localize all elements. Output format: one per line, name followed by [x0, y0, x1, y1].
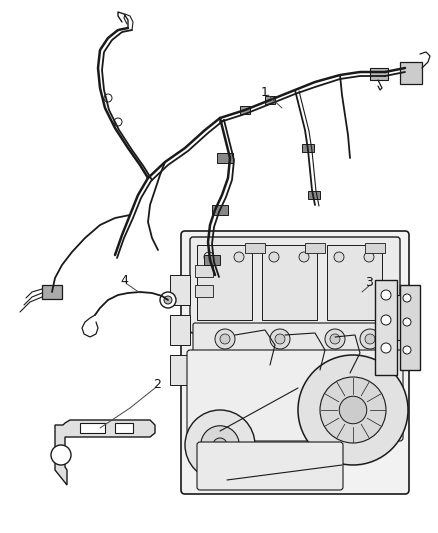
Circle shape: [270, 329, 290, 349]
FancyBboxPatch shape: [190, 237, 400, 333]
Bar: [265, 96, 275, 104]
Bar: [370, 68, 388, 80]
Circle shape: [164, 296, 172, 304]
Circle shape: [234, 252, 244, 262]
Bar: [375, 280, 397, 375]
Bar: [305, 243, 325, 253]
Bar: [197, 245, 252, 320]
Bar: [240, 106, 250, 114]
Bar: [400, 285, 420, 370]
Bar: [327, 245, 382, 320]
Circle shape: [185, 410, 255, 480]
Circle shape: [299, 252, 309, 262]
Circle shape: [201, 426, 239, 464]
Bar: [212, 205, 228, 215]
Circle shape: [403, 294, 411, 302]
Circle shape: [51, 445, 71, 465]
Circle shape: [114, 118, 122, 126]
Bar: [204, 255, 220, 265]
Circle shape: [365, 334, 375, 344]
Bar: [115, 423, 133, 433]
Circle shape: [104, 94, 112, 102]
Text: 2: 2: [153, 378, 161, 392]
Circle shape: [160, 292, 176, 308]
Bar: [80, 423, 105, 433]
FancyBboxPatch shape: [193, 323, 397, 355]
Bar: [170, 315, 190, 345]
Circle shape: [364, 252, 374, 262]
Circle shape: [275, 334, 285, 344]
Circle shape: [220, 334, 230, 344]
Bar: [195, 265, 213, 277]
Bar: [245, 243, 265, 253]
Circle shape: [334, 252, 344, 262]
Text: 1: 1: [261, 86, 269, 100]
Bar: [217, 153, 233, 163]
Bar: [195, 285, 213, 297]
Bar: [308, 191, 320, 199]
Text: 3: 3: [365, 277, 373, 289]
Bar: [302, 144, 314, 152]
FancyBboxPatch shape: [197, 442, 343, 490]
Bar: [262, 245, 317, 320]
Bar: [400, 62, 422, 84]
FancyBboxPatch shape: [187, 350, 403, 441]
Text: 4: 4: [120, 274, 128, 287]
Circle shape: [403, 318, 411, 326]
Circle shape: [325, 329, 345, 349]
Circle shape: [215, 329, 235, 349]
Circle shape: [360, 329, 380, 349]
Circle shape: [204, 252, 214, 262]
Polygon shape: [55, 420, 155, 485]
Circle shape: [298, 355, 408, 465]
Bar: [42, 285, 62, 299]
Circle shape: [213, 438, 227, 452]
Bar: [365, 243, 385, 253]
Bar: [387, 295, 402, 340]
Circle shape: [339, 396, 367, 424]
Circle shape: [403, 346, 411, 354]
FancyBboxPatch shape: [181, 231, 409, 494]
Circle shape: [320, 377, 386, 443]
Bar: [170, 275, 190, 305]
Circle shape: [330, 334, 340, 344]
Circle shape: [381, 315, 391, 325]
Circle shape: [381, 343, 391, 353]
Bar: [170, 355, 190, 385]
Circle shape: [381, 290, 391, 300]
Circle shape: [269, 252, 279, 262]
